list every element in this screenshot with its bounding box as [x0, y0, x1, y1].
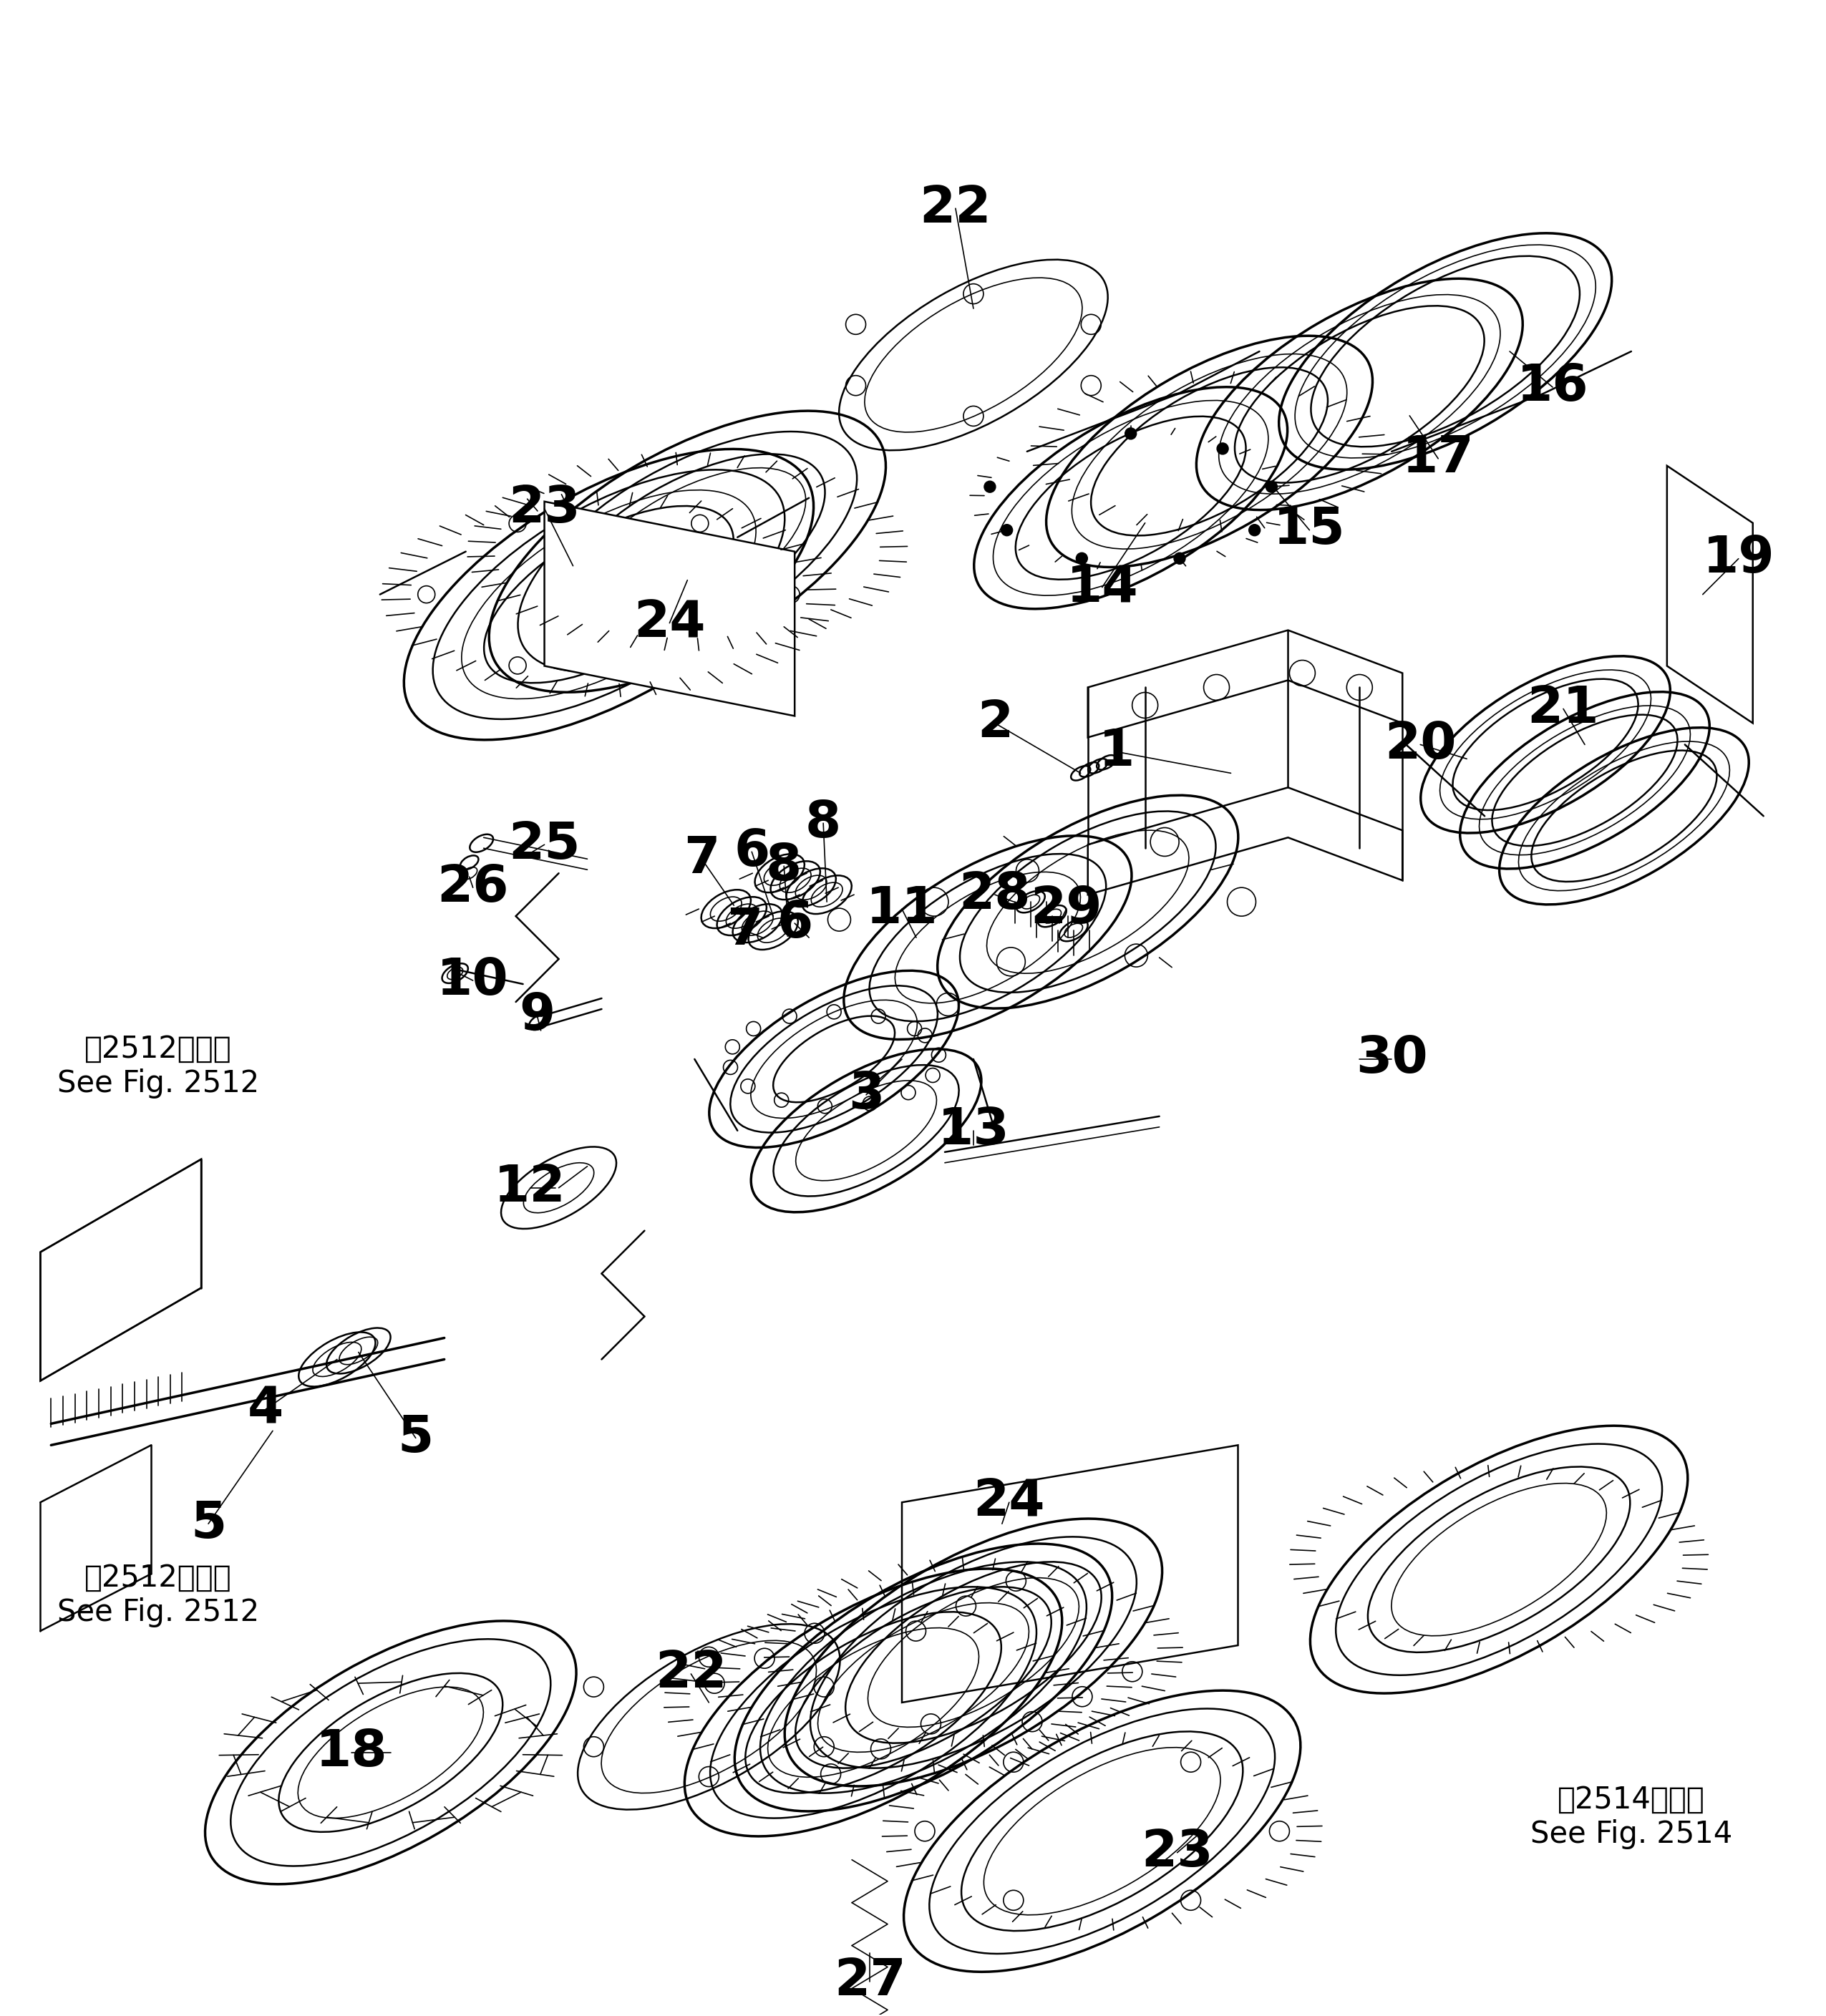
Text: 12: 12	[495, 1163, 566, 1212]
Text: 9: 9	[519, 992, 555, 1040]
Text: 16: 16	[1517, 363, 1589, 411]
Text: 25: 25	[508, 821, 581, 869]
Polygon shape	[544, 502, 794, 716]
Text: 6: 6	[776, 899, 813, 948]
Text: 11: 11	[866, 885, 939, 933]
Circle shape	[1125, 427, 1136, 439]
Polygon shape	[1088, 788, 1402, 895]
Text: 13: 13	[937, 1107, 1010, 1155]
Circle shape	[1174, 552, 1185, 564]
Polygon shape	[1667, 466, 1753, 724]
Polygon shape	[902, 1445, 1238, 1702]
Text: 5: 5	[190, 1500, 226, 1548]
Circle shape	[984, 482, 995, 492]
Text: 23: 23	[508, 484, 581, 534]
Text: 28: 28	[959, 871, 1032, 919]
Text: 第2512図参照
See Fig. 2512: 第2512図参照 See Fig. 2512	[57, 1562, 259, 1627]
Text: 24: 24	[973, 1478, 1044, 1526]
Polygon shape	[40, 1159, 201, 1381]
Circle shape	[1216, 444, 1229, 454]
Text: 5: 5	[398, 1413, 435, 1464]
Text: 第2512図参照
See Fig. 2512: 第2512図参照 See Fig. 2512	[57, 1034, 259, 1099]
Text: 26: 26	[436, 863, 509, 911]
Text: 21: 21	[1527, 683, 1600, 734]
Text: 10: 10	[436, 956, 509, 1006]
Text: 7: 7	[683, 835, 719, 883]
Text: 第2514図参照
See Fig. 2514: 第2514図参照 See Fig. 2514	[1530, 1784, 1733, 1849]
Circle shape	[1001, 524, 1013, 536]
Text: 4: 4	[248, 1385, 283, 1433]
Text: 30: 30	[1355, 1034, 1428, 1085]
Text: 3: 3	[847, 1070, 884, 1119]
Text: 20: 20	[1384, 720, 1457, 770]
Text: 29: 29	[1030, 885, 1103, 933]
Text: 22: 22	[656, 1649, 727, 1699]
Text: 1: 1	[1099, 728, 1134, 776]
Text: 6: 6	[734, 827, 771, 877]
Circle shape	[1265, 482, 1276, 492]
Text: 23: 23	[1141, 1829, 1212, 1877]
Text: 8: 8	[805, 798, 842, 849]
Polygon shape	[1088, 631, 1402, 738]
Text: 18: 18	[316, 1728, 387, 1778]
Circle shape	[1076, 552, 1088, 564]
Text: 15: 15	[1273, 506, 1346, 554]
Text: 17: 17	[1402, 433, 1474, 484]
Text: 27: 27	[834, 1958, 906, 2006]
Text: 19: 19	[1702, 534, 1775, 583]
Text: 14: 14	[1066, 562, 1138, 613]
Text: 24: 24	[634, 599, 705, 647]
Text: 7: 7	[727, 905, 763, 956]
Text: 8: 8	[765, 841, 802, 891]
Text: 2: 2	[977, 698, 1013, 748]
Circle shape	[1249, 524, 1260, 536]
Text: 22: 22	[920, 183, 992, 234]
